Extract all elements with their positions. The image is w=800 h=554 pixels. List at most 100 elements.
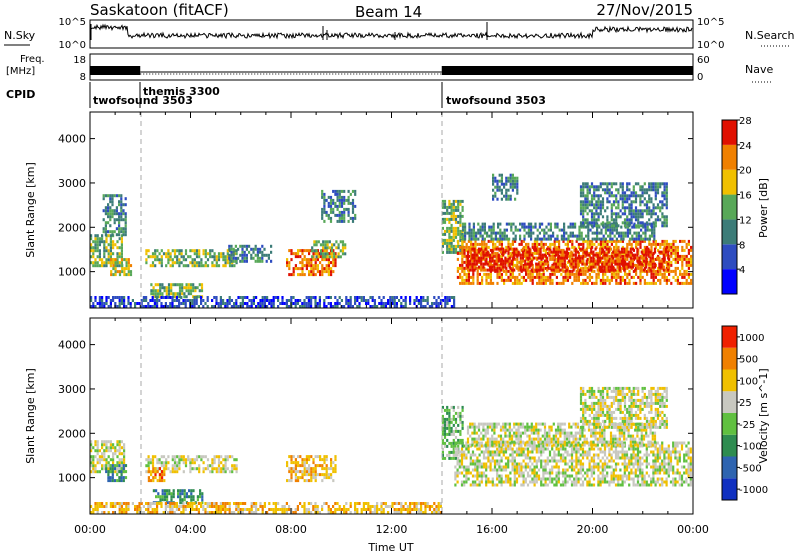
heatmap-cell	[107, 215, 110, 219]
heatmap-cell	[485, 474, 488, 478]
heatmap-cell	[103, 249, 106, 253]
heatmap-cell	[98, 305, 101, 308]
heatmap-cell	[476, 248, 479, 252]
heatmap-cell	[98, 264, 101, 268]
heatmap-cell	[325, 470, 328, 474]
heatmap-cell	[514, 237, 517, 241]
heatmap-cell	[444, 296, 447, 299]
heatmap-cell	[337, 243, 340, 247]
heatmap-cell	[266, 305, 269, 308]
heatmap-cell	[637, 263, 640, 267]
heatmap-cell	[639, 266, 642, 270]
heatmap-cell	[486, 268, 489, 272]
heatmap-cell	[94, 296, 97, 299]
heatmap-cell	[614, 259, 617, 263]
heatmap-cell	[602, 245, 605, 249]
heatmap-cell	[531, 242, 534, 246]
heatmap-cell	[604, 278, 607, 282]
heatmap-cell	[263, 253, 266, 257]
heatmap-cell	[511, 257, 514, 261]
heatmap-cell	[466, 253, 470, 257]
heatmap-cell	[340, 219, 344, 223]
heatmap-cell	[189, 470, 192, 474]
heatmap-cell	[659, 218, 662, 222]
heatmap-cell	[123, 273, 126, 277]
heatmap-cell	[619, 281, 622, 285]
heatmap-cell	[639, 221, 642, 225]
nsky-label: N.Sky	[4, 29, 36, 42]
heatmap-cell	[184, 264, 188, 268]
heatmap-cell	[211, 461, 214, 465]
heatmap-cell	[524, 447, 527, 451]
heatmap-cell	[443, 423, 447, 427]
heatmap-cell	[635, 231, 638, 235]
heatmap-cell	[450, 432, 453, 436]
heatmap-cell	[329, 195, 333, 199]
heatmap-cell	[651, 262, 654, 266]
heatmap-cell	[318, 296, 321, 299]
heatmap-cell	[654, 182, 657, 186]
heatmap-cell	[112, 243, 115, 247]
heatmap-cell	[454, 235, 458, 239]
heatmap-cell	[507, 242, 510, 246]
heatmap-cell	[601, 182, 605, 186]
heatmap-cell	[167, 296, 170, 299]
heatmap-cell	[598, 247, 602, 251]
heatmap-cell	[510, 225, 513, 229]
heatmap-cell	[384, 302, 387, 305]
heatmap-cell	[463, 248, 466, 252]
heatmap-cell	[492, 188, 495, 192]
heatmap-cell	[312, 467, 315, 471]
heatmap-cell	[112, 252, 115, 256]
heatmap-cell	[312, 255, 315, 259]
heatmap-cell	[290, 249, 293, 253]
heatmap-cell	[165, 289, 168, 293]
heatmap-cell	[173, 455, 177, 459]
heatmap-cell	[494, 237, 497, 241]
heatmap-cell	[420, 305, 423, 308]
heatmap-cell	[308, 479, 311, 483]
heatmap-cell	[328, 255, 331, 259]
heatmap-cell	[603, 265, 606, 269]
heatmap-cell	[584, 200, 587, 204]
heatmap-cell	[547, 266, 550, 270]
heatmap-cell	[101, 296, 104, 299]
heatmap-cell	[104, 194, 107, 198]
heatmap-cell	[206, 299, 209, 302]
heatmap-cell	[641, 248, 644, 252]
heatmap-cell	[466, 231, 469, 235]
heatmap-cell	[263, 299, 266, 302]
heatmap-cell	[670, 263, 673, 267]
heatmap-cell	[180, 249, 183, 253]
heatmap-cell	[490, 231, 493, 235]
heatmap-cell	[288, 299, 291, 302]
heatmap-cell	[615, 194, 618, 198]
heatmap-cell	[226, 458, 229, 462]
heatmap-cell	[643, 191, 646, 195]
heatmap-cell	[195, 458, 199, 462]
heatmap-cell	[200, 261, 203, 265]
heatmap-cell	[588, 242, 591, 246]
heatmap-cell	[637, 275, 640, 279]
heatmap-cell	[226, 252, 229, 256]
heatmap-cell	[531, 450, 534, 454]
heatmap-cell	[183, 292, 186, 296]
heatmap-cell	[520, 474, 523, 478]
heatmap-cell	[268, 299, 271, 302]
heatmap-cell	[537, 268, 540, 272]
heatmap-cell	[626, 218, 629, 222]
heatmap-cell	[555, 471, 558, 475]
heatmap-cell	[327, 213, 330, 217]
heatmap-cell	[256, 259, 259, 263]
heatmap-cell	[441, 202, 444, 206]
heatmap-cell	[505, 176, 508, 180]
heatmap-cell	[522, 480, 525, 484]
heatmap-cell	[623, 197, 627, 201]
heatmap-cell	[351, 201, 355, 205]
heatmap-cell	[104, 224, 107, 228]
heatmap-cell	[180, 458, 183, 462]
heatmap-cell	[632, 281, 635, 285]
heatmap-cell	[588, 251, 591, 255]
heatmap-cell	[281, 302, 284, 305]
heatmap-cell	[153, 302, 156, 305]
